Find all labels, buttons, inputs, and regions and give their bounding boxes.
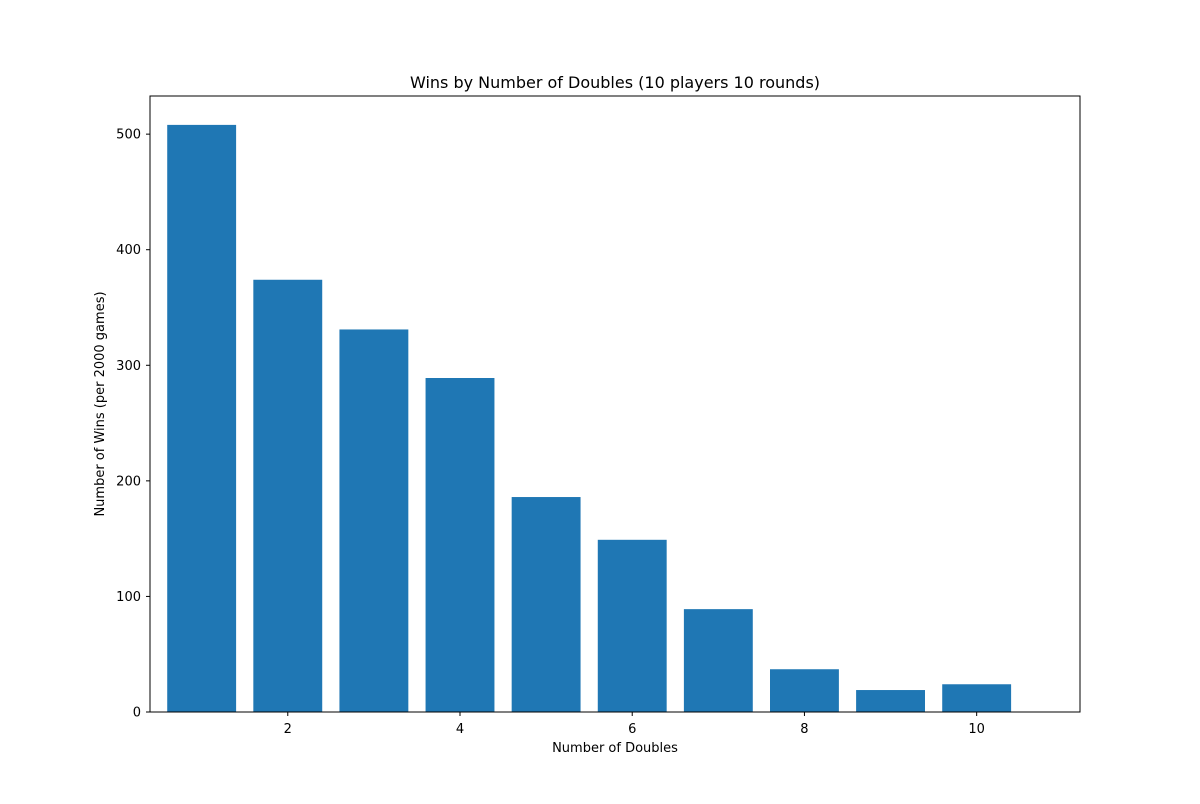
- y-tick-label: 400: [116, 243, 141, 258]
- x-tick-label: 10: [968, 722, 985, 737]
- bar-5: [511, 497, 581, 712]
- x-axis-label: Number of Doubles: [552, 741, 678, 756]
- y-tick-label: 300: [116, 359, 141, 374]
- y-tick-label: 0: [133, 706, 141, 721]
- bar-7: [683, 609, 753, 712]
- y-axis-ticks: 0 100 200 300 400 500: [116, 128, 150, 721]
- x-tick-label: 4: [456, 722, 464, 737]
- bar-3: [339, 329, 409, 712]
- y-axis-label: Number of Wins (per 2000 games): [93, 291, 108, 516]
- x-axis-ticks: 2 4 6 8 10: [284, 712, 985, 737]
- x-tick-label: 8: [800, 722, 808, 737]
- bar-9: [856, 690, 925, 712]
- bars-group: [167, 124, 1012, 712]
- bar-8: [770, 669, 839, 712]
- plot-area-frame: [149, 95, 1081, 713]
- bar-2: [253, 279, 323, 712]
- bar-1: [167, 124, 237, 712]
- y-tick-label: 100: [116, 590, 141, 605]
- x-tick-label: 2: [284, 722, 292, 737]
- y-tick-label: 200: [116, 474, 141, 489]
- bar-6: [597, 539, 667, 712]
- x-tick-label: 6: [628, 722, 636, 737]
- bar-4: [425, 378, 495, 712]
- chart-title: Wins by Number of Doubles (10 players 10…: [410, 73, 820, 92]
- bar-10: [942, 684, 1012, 712]
- y-tick-label: 500: [116, 128, 141, 143]
